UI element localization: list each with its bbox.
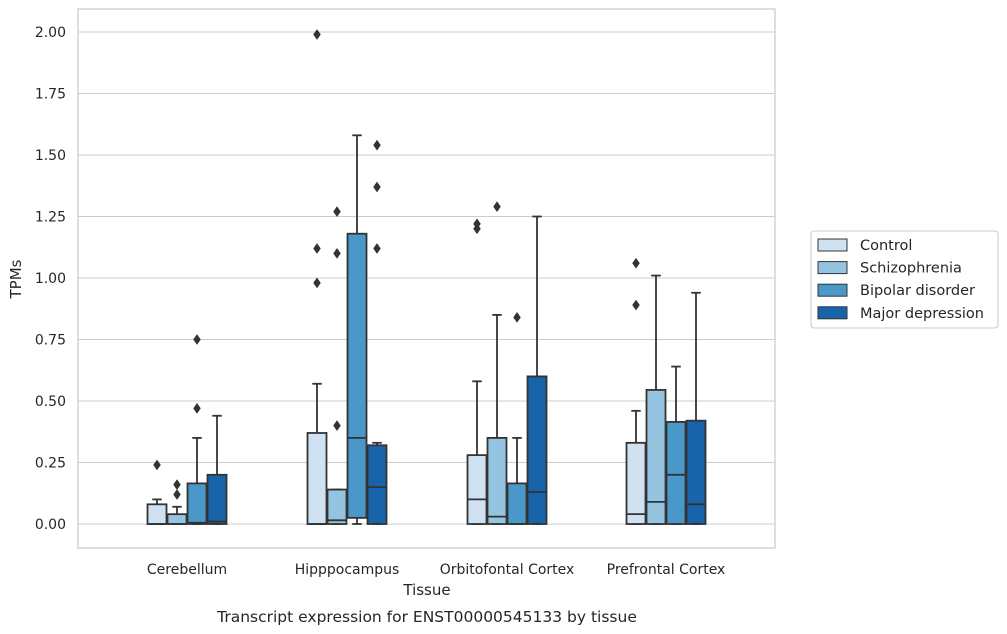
box-bipolar-disorder [665,365,687,525]
legend-label: Control [860,238,912,254]
outlier-point [493,201,501,213]
box-body [486,436,508,525]
outlier-point [313,277,321,289]
box-bipolar-disorder [506,311,528,525]
outlier-point [513,311,521,323]
box-body [665,421,687,525]
box-control [625,257,647,525]
y-tick-label: 1.75 [35,87,66,103]
legend-label: Bipolar disorder [860,283,975,299]
legend-swatch [817,283,848,297]
box-body [146,503,168,525]
box-body [346,232,368,519]
outlier-point [473,218,481,230]
x-tick-label: Hipppocampus [295,562,400,578]
y-tick-label: 0.75 [35,333,66,349]
box-schizophrenia [486,201,508,525]
outlier-point [373,139,381,151]
box-body [645,389,667,525]
legend-label: Schizophrenia [860,261,962,277]
box-body [466,454,488,525]
box-major-depression [685,291,707,525]
box-body [306,432,328,525]
outlier-point [313,243,321,254]
x-axis-ticks: Cerebellum Hipppocampus Orbitofontal Corte… [147,562,725,578]
legend-label: Major depression [860,306,984,322]
box-schizophrenia [166,479,188,525]
legend: Control Schizophrenia Bipolar disorder Majo… [810,230,999,329]
boxes [146,29,707,525]
box-body [326,488,348,525]
plot-border [77,8,776,549]
box-schizophrenia [326,206,348,525]
box-control [146,459,168,525]
legend-frame [810,230,999,329]
outlier-point [193,334,201,345]
outlier-point [373,243,381,254]
outlier-point [632,257,640,269]
box-body [506,482,528,525]
x-tick-label: Prefrontal Cortex [607,562,726,578]
box-schizophrenia [645,274,667,525]
y-tick-label: 0.00 [35,517,66,533]
y-tick-label: 1.50 [35,148,66,164]
x-axis-label: Tissue [402,581,450,599]
y-tick-label: 2.00 [35,25,66,41]
box-body [186,482,208,525]
box-control [306,29,328,525]
box-control [466,218,488,525]
box-bipolar-disorder [346,134,368,525]
outlier-point [173,489,181,500]
box-major-depression [206,414,228,525]
y-tick-label: 1.00 [35,271,66,287]
box-body [366,444,388,525]
box-bipolar-disorder [186,334,208,525]
y-tick-label: 0.50 [35,394,66,410]
x-tick-label: Cerebellum [147,562,227,578]
outlier-point [333,206,341,218]
outlier-point [333,247,341,259]
outlier-point [153,459,161,471]
outlier-point [173,479,181,491]
box-body [625,441,647,525]
box-body [166,513,188,525]
y-axis-ticks: 0.00 0.25 0.50 0.75 1.00 1.25 1.50 1.75 2.00 [35,25,66,533]
box-major-depression [526,215,548,525]
legend-swatch [817,238,848,252]
legend-swatch [817,306,848,320]
outlier-point [373,181,381,193]
y-tick-label: 1.25 [35,210,66,226]
x-tick-label: Orbitofontal Cortex [440,562,575,578]
outlier-point [193,402,201,414]
outlier-point [632,299,640,311]
box-major-depression [366,139,388,525]
box-body [685,419,707,525]
box-body [206,473,228,525]
legend-swatch [817,261,848,275]
y-tick-label: 0.25 [35,456,66,472]
outlier-point [313,29,321,40]
chart-caption: Transcript expression for ENST0000054513… [216,608,637,626]
plot-frame [77,8,776,549]
box-body [526,375,548,525]
y-axis-label: TPMs [7,259,25,299]
outlier-point [333,420,341,432]
